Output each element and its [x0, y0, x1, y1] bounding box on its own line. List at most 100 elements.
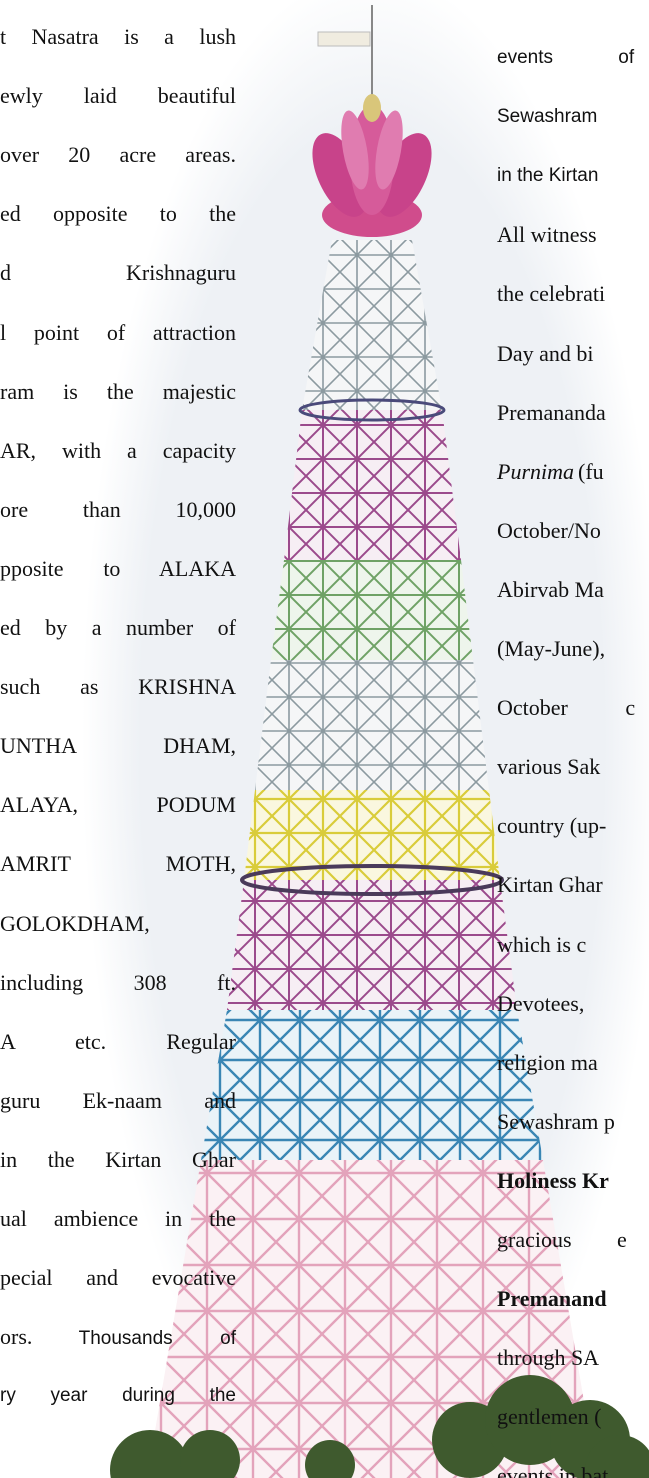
page: {"left_column": {"lines": [ ["t Nasatra … — [0, 0, 649, 1478]
text-line: Holiness Kr — [497, 1166, 609, 1196]
text-line: Devotees, — [497, 989, 584, 1019]
text-segment: religion ma — [497, 1050, 598, 1075]
text-segment: Kirtan Ghar — [497, 872, 603, 897]
text-line: pecial and evocative — [0, 1263, 236, 1293]
text-line: AMRIT MOTH, — [0, 849, 236, 879]
text-segment: the celebrati — [497, 281, 605, 306]
text-line: ual ambience in the — [0, 1204, 236, 1234]
text-segment: ALAYA, PODUM — [0, 792, 236, 817]
text-segment: which is c — [497, 932, 586, 957]
text-segment: ed opposite to the — [0, 201, 236, 226]
text-line: Premananda — [497, 398, 606, 428]
text-segment: ry year during the — [0, 1385, 236, 1406]
text-segment: in the Kirtan Ghar — [0, 1147, 236, 1172]
text-line: Purnima (fu — [497, 457, 604, 487]
text-segment: over 20 acre areas. — [0, 142, 236, 167]
text-line: Kirtan Ghar — [497, 870, 603, 900]
text-line: UNTHA DHAM, — [0, 731, 236, 761]
text-segment: events of — [497, 47, 634, 68]
text-segment: AMRIT MOTH, — [0, 851, 236, 876]
text-segment: l point of attraction — [0, 320, 236, 345]
text-line: Sewashram p — [497, 1107, 615, 1137]
text-segment: Abirvab Ma — [497, 577, 604, 602]
text-segment: d Krishnaguru — [0, 260, 236, 285]
text-line: ry year during the — [0, 1381, 236, 1411]
text-line: guru Ek-naam and — [0, 1086, 236, 1116]
text-line: d Krishnaguru — [0, 258, 236, 288]
flag — [318, 32, 370, 46]
text-line: various Sak — [497, 752, 600, 782]
text-segment: Sewashram p — [497, 1109, 615, 1134]
text-line: Day and bi — [497, 339, 594, 369]
text-segment: October/No — [497, 518, 601, 543]
text-segment: ed by a number of — [0, 615, 236, 640]
text-line: GOLOKDHAM, — [0, 909, 236, 939]
text-line: ed by a number of — [0, 613, 236, 643]
text-line: in the Kirtan Ghar — [0, 1145, 236, 1175]
text-line: ore than 10,000 — [0, 495, 236, 525]
text-segment: Devotees, — [497, 991, 584, 1016]
text-line: through SA — [497, 1343, 599, 1373]
text-line: October/No — [497, 516, 601, 546]
text-segment: through SA — [497, 1345, 599, 1370]
text-segment: A etc. Regular — [0, 1029, 236, 1054]
text-line: A etc. Regular — [0, 1027, 236, 1057]
text-segment: Premananda — [497, 400, 606, 425]
text-segment: ore than 10,000 — [0, 497, 236, 522]
text-line: ed opposite to the — [0, 199, 236, 229]
document-page: t Nasatra is a lush ewly laid beautiful ov… — [0, 0, 649, 1478]
text-segment: (May-June), — [497, 636, 605, 661]
text-segment: events in bat — [497, 1463, 608, 1478]
text-line: over 20 acre areas. — [0, 140, 236, 170]
text-line: ors. Thousands of — [0, 1322, 236, 1352]
text-segment: country (up- — [497, 813, 606, 838]
text-segment: (fu — [578, 459, 604, 484]
text-segment: various Sak — [497, 754, 600, 779]
text-segment: pposite to ALAKA — [0, 556, 236, 581]
text-line: such as KRISHNA — [0, 672, 236, 702]
text-line: pposite to ALAKA — [0, 554, 236, 584]
text-line: (May-June), — [497, 634, 605, 664]
text-segment: guru Ek-naam and — [0, 1088, 236, 1113]
text-line: country (up- — [497, 811, 606, 841]
text-line: events in bat — [497, 1461, 608, 1478]
text-line: Sewashram — [497, 102, 597, 132]
text-segment: ram is the majestic — [0, 379, 236, 404]
text-segment: Holiness Kr — [497, 1168, 609, 1193]
text-line: October c — [497, 693, 635, 723]
text-line: Abirvab Ma — [497, 575, 604, 605]
text-line: ram is the majestic — [0, 377, 236, 407]
text-line: t Nasatra is a lush — [0, 22, 236, 52]
text-segment: UNTHA DHAM, — [0, 733, 236, 758]
text-line: gracious e — [497, 1225, 627, 1255]
text-segment: pecial and evocative — [0, 1265, 236, 1290]
text-segment: Sewashram — [497, 106, 597, 127]
text-line: the celebrati — [497, 279, 605, 309]
text-line: gentlemen ( — [497, 1402, 601, 1432]
text-line: All witness — [497, 220, 597, 250]
text-line: ewly laid beautiful — [0, 81, 236, 111]
text-segment: Day and bi — [497, 341, 594, 366]
text-segment: Purnima — [497, 459, 574, 484]
text-line: events of — [497, 43, 634, 73]
text-line: in the Kirtan — [497, 161, 598, 191]
text-segment: ors. — [0, 1324, 32, 1349]
text-segment: in the Kirtan — [497, 165, 598, 186]
text-segment: AR, with a capacity — [0, 438, 236, 463]
text-line: Premanand — [497, 1284, 607, 1314]
text-segment: gracious e — [497, 1227, 627, 1252]
text-line: l point of attraction — [0, 318, 236, 348]
text-segment: t Nasatra is a lush — [0, 24, 236, 49]
text-segment: Thousands of — [79, 1328, 236, 1349]
text-line: including 308 ft. — [0, 968, 236, 998]
text-segment: GOLOKDHAM, — [0, 911, 150, 936]
text-line: which is c — [497, 930, 586, 960]
text-segment: Premanand — [497, 1286, 607, 1311]
text-line: religion ma — [497, 1048, 598, 1078]
text-segment: ewly laid beautiful — [0, 83, 236, 108]
text-line: AR, with a capacity — [0, 436, 236, 466]
text-line: ALAYA, PODUM — [0, 790, 236, 820]
text-segment: All witness — [497, 222, 597, 247]
text-segment: ual ambience in the — [0, 1206, 236, 1231]
text-segment: gentlemen ( — [497, 1404, 601, 1429]
